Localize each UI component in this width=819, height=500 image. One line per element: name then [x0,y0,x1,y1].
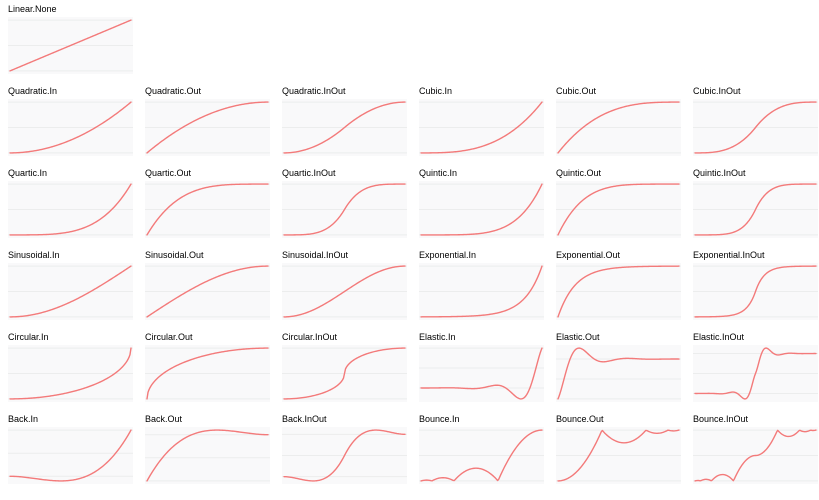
easing-tile: Sinusoidal.In [8,250,133,320]
easing-label: Quartic.InOut [282,168,407,179]
easing-label: Exponential.InOut [693,250,818,261]
easing-tile: Circular.In [8,332,133,402]
easing-plot [693,99,818,156]
easing-plot [556,181,681,238]
easing-label: Circular.Out [145,332,270,343]
easing-tile: Quintic.Out [556,168,681,238]
easing-plot [556,345,681,402]
easing-tile: Quartic.Out [145,168,270,238]
easing-plot [693,181,818,238]
easing-label: Quartic.In [8,168,133,179]
easing-plot [419,99,544,156]
easing-tile: Elastic.In [419,332,544,402]
easing-tile: Bounce.Out [556,414,681,484]
easing-label: Exponential.Out [556,250,681,261]
easing-plot [282,345,407,402]
easing-tile: Exponential.Out [556,250,681,320]
easing-tile: Quadratic.Out [145,86,270,156]
easing-tile: Cubic.InOut [693,86,818,156]
easing-label: Elastic.In [419,332,544,343]
easing-tile: Quartic.InOut [282,168,407,238]
easing-tile: Sinusoidal.Out [145,250,270,320]
easing-label: Quadratic.In [8,86,133,97]
easing-plot [693,345,818,402]
easing-plot [8,181,133,238]
easing-plot [8,263,133,320]
easing-label: Linear.None [8,4,133,15]
easing-tile: Bounce.In [419,414,544,484]
easing-plot [556,99,681,156]
easing-label: Circular.InOut [282,332,407,343]
easing-plot [693,263,818,320]
easing-label: Cubic.InOut [693,86,818,97]
easing-label: Bounce.InOut [693,414,818,425]
easing-tile: Sinusoidal.InOut [282,250,407,320]
easing-tile: Quartic.In [8,168,133,238]
easing-plot [282,99,407,156]
easing-tile: Elastic.Out [556,332,681,402]
easing-plot [419,263,544,320]
easing-plot [693,427,818,484]
easing-label: Quintic.InOut [693,168,818,179]
easing-gallery: Linear.None Quadratic.In Quadratic.Out Quad… [0,0,819,500]
easing-tile: Elastic.InOut [693,332,818,402]
easing-plot [8,17,133,74]
easing-label: Bounce.In [419,414,544,425]
easing-label: Quintic.In [419,168,544,179]
easing-tile: Bounce.InOut [693,414,818,484]
easing-label: Exponential.In [419,250,544,261]
easing-plot [145,263,270,320]
easing-tile: Quintic.InOut [693,168,818,238]
easing-plot [419,345,544,402]
easing-label: Quadratic.InOut [282,86,407,97]
easing-plot [145,345,270,402]
easing-plot [8,345,133,402]
easing-plot [145,99,270,156]
easing-tile: Back.In [8,414,133,484]
easing-plot [282,263,407,320]
easing-tile: Circular.Out [145,332,270,402]
easing-plot [8,427,133,484]
easing-plot [556,427,681,484]
easing-tile: Exponential.InOut [693,250,818,320]
easing-label: Quintic.Out [556,168,681,179]
easing-tile: Cubic.Out [556,86,681,156]
easing-label: Sinusoidal.InOut [282,250,407,261]
easing-label: Sinusoidal.Out [145,250,270,261]
easing-label: Back.Out [145,414,270,425]
easing-tile: Quadratic.In [8,86,133,156]
easing-label: Sinusoidal.In [8,250,133,261]
easing-label: Quadratic.Out [145,86,270,97]
easing-plot [556,263,681,320]
easing-label: Circular.In [8,332,133,343]
easing-label: Back.In [8,414,133,425]
easing-tile: Back.InOut [282,414,407,484]
easing-label: Elastic.InOut [693,332,818,343]
easing-tile: Circular.InOut [282,332,407,402]
easing-label: Bounce.Out [556,414,681,425]
easing-plot [419,181,544,238]
easing-tile: Quadratic.InOut [282,86,407,156]
easing-plot [419,427,544,484]
easing-label: Quartic.Out [145,168,270,179]
easing-tile: Exponential.In [419,250,544,320]
easing-plot [282,181,407,238]
easing-label: Cubic.In [419,86,544,97]
easing-plot [145,427,270,484]
easing-tile: Linear.None [8,4,133,74]
easing-plot [282,427,407,484]
easing-tile: Back.Out [145,414,270,484]
easing-tile: Quintic.In [419,168,544,238]
easing-tile: Cubic.In [419,86,544,156]
easing-label: Cubic.Out [556,86,681,97]
easing-label: Elastic.Out [556,332,681,343]
easing-plot [145,181,270,238]
easing-label: Back.InOut [282,414,407,425]
easing-plot [8,99,133,156]
